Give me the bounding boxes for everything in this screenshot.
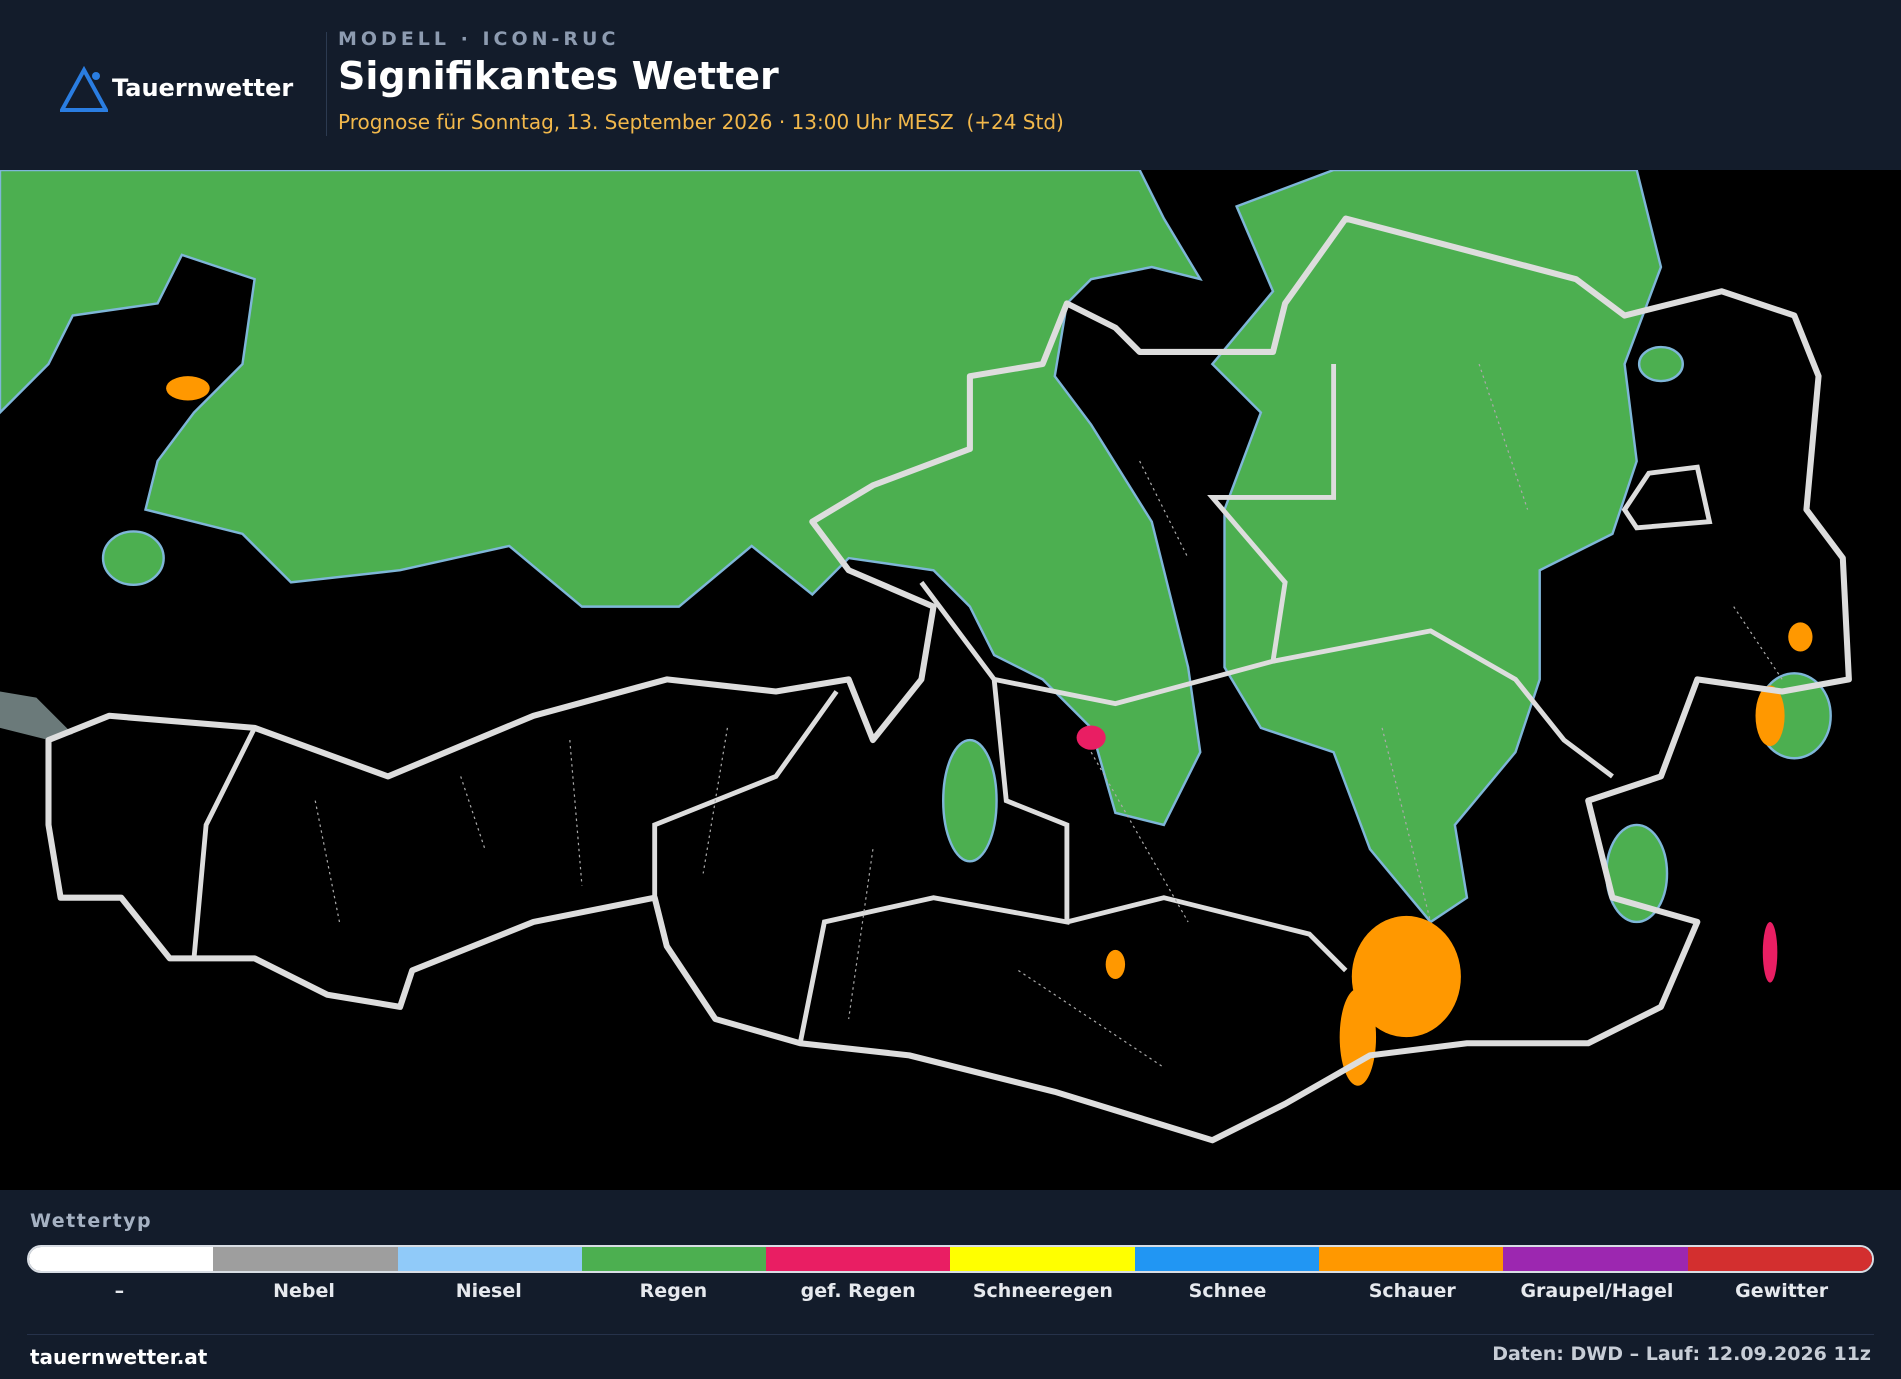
legend-label: Graupel/Hagel — [1520, 1280, 1674, 1302]
legend-swatch — [766, 1247, 951, 1271]
legend-swatch — [1319, 1247, 1504, 1271]
legend-bar — [27, 1245, 1874, 1273]
footer-rule — [27, 1334, 1874, 1335]
weather-map — [0, 170, 1901, 1190]
showers — [166, 376, 1813, 1086]
legend: Wettertyp – Nebel Niesel Regen gef. Regen Sch… — [0, 1190, 1901, 1335]
country-border — [45, 215, 1852, 1144]
title: Signifikantes Wetter — [338, 54, 779, 98]
legend-swatch — [1503, 1247, 1688, 1271]
district-borders — [314, 363, 1783, 1069]
legend-label: Schnee — [1188, 1280, 1267, 1302]
logo — [60, 66, 108, 112]
subtitle: Prognose für Sonntag, 13. September 2026… — [338, 110, 1064, 134]
legend-swatch — [29, 1247, 214, 1271]
legend-label: Niesel — [455, 1280, 522, 1302]
footer-site: tauernwetter.at — [30, 1345, 208, 1369]
legend-swatch — [213, 1247, 398, 1271]
legend-swatch — [1687, 1247, 1872, 1271]
legend-label: gef. Regen — [800, 1280, 916, 1302]
legend-label: – — [114, 1280, 125, 1302]
legend-label: Gewitter — [1735, 1280, 1829, 1302]
lake — [0, 691, 73, 741]
rain-areas — [0, 170, 1832, 924]
legend-label: Schauer — [1368, 1280, 1456, 1302]
legend-label: Nebel — [273, 1280, 335, 1302]
legend-title: Wettertyp — [30, 1210, 153, 1232]
legend-swatch — [397, 1247, 582, 1271]
legend-swatch — [581, 1247, 767, 1271]
legend-label: Regen — [639, 1280, 708, 1302]
footer-source: Daten: DWD – Lauf: 12.09.2026 11z — [1492, 1343, 1871, 1365]
model-label: MODELL · ICON-RUC — [338, 28, 620, 50]
brand: Tauernwetter — [112, 74, 294, 102]
state-borders — [191, 364, 1713, 1044]
legend-swatch — [1134, 1247, 1320, 1271]
legend-swatch — [950, 1247, 1135, 1271]
legend-label: Schneeregen — [972, 1280, 1113, 1302]
separator — [326, 32, 327, 136]
header: Tauernwetter MODELL · ICON-RUC Signifika… — [0, 0, 1901, 170]
